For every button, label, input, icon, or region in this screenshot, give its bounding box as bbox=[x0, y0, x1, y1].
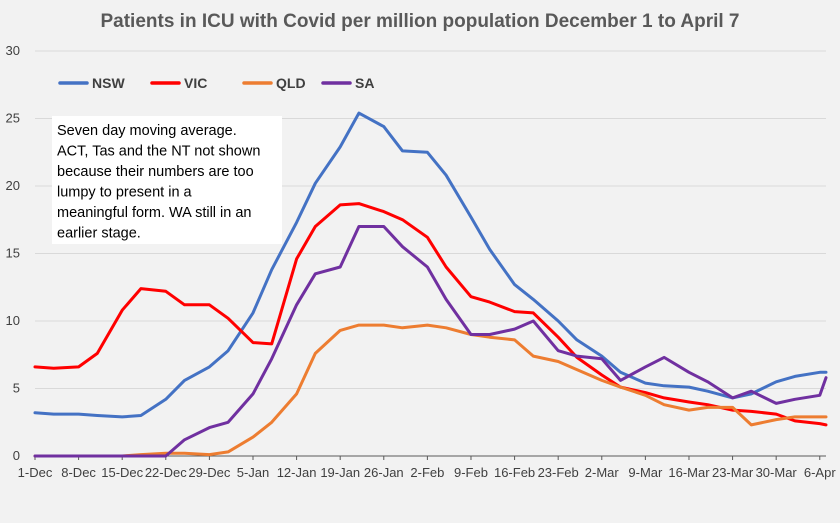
series-line-nsw bbox=[33, 111, 828, 419]
x-tick-label: 5-Jan bbox=[237, 465, 270, 480]
legend-label-nsw: NSW bbox=[92, 75, 125, 91]
x-tick-label: 8-Dec bbox=[61, 465, 96, 480]
x-tick-label: 19-Jan bbox=[320, 465, 360, 480]
x-tick-label: 16-Feb bbox=[494, 465, 535, 480]
legend-label-qld: QLD bbox=[276, 75, 306, 91]
x-tick-label: 2-Mar bbox=[585, 465, 620, 480]
annotation-box bbox=[52, 116, 282, 244]
legend-label-vic: VIC bbox=[184, 75, 207, 91]
x-tick-label: 9-Feb bbox=[454, 465, 488, 480]
x-tick-label: 2-Feb bbox=[410, 465, 444, 480]
y-tick-label: 0 bbox=[13, 448, 20, 463]
y-tick-label: 20 bbox=[6, 178, 20, 193]
axis-layer: 1-Dec 8-Dec 15-Dec 22-Dec 29-Dec 5-Jan 12-Jan 1… bbox=[18, 455, 836, 480]
x-tick-label: 30-Mar bbox=[756, 465, 798, 480]
grid-layer: 0 5 10 15 20 25 30 bbox=[6, 43, 826, 463]
x-tick-label: 6-Apr bbox=[804, 465, 836, 480]
series-line-vic bbox=[33, 202, 828, 427]
x-tick-label: 29-Dec bbox=[188, 465, 230, 480]
x-tick-label: 9-Mar bbox=[628, 465, 663, 480]
annotation-line: because their numbers are too bbox=[57, 164, 254, 180]
chart-title: Patients in ICU with Covid per million p… bbox=[100, 11, 739, 32]
x-tick-label: 23-Mar bbox=[712, 465, 754, 480]
series-line-sa bbox=[33, 225, 828, 458]
annotation-line: Seven day moving average. bbox=[57, 123, 237, 139]
y-tick-label: 5 bbox=[13, 381, 20, 396]
y-tick-label: 15 bbox=[6, 246, 20, 261]
x-tick-label: 15-Dec bbox=[101, 465, 143, 480]
x-tick-label: 12-Jan bbox=[277, 465, 317, 480]
legend: NSW VIC QLD SA bbox=[58, 75, 374, 91]
annotation-note: Seven day moving average. ACT, Tas and th… bbox=[52, 116, 282, 244]
y-tick-label: 10 bbox=[6, 313, 20, 328]
annotation-line: lumpy to present in a bbox=[57, 185, 193, 201]
series-layer bbox=[33, 111, 828, 458]
x-tick-label: 26-Jan bbox=[364, 465, 404, 480]
x-tick-label: 16-Mar bbox=[668, 465, 710, 480]
annotation-line: earlier stage. bbox=[57, 226, 141, 242]
y-tick-label: 25 bbox=[6, 111, 20, 126]
x-tick-label: 22-Dec bbox=[145, 465, 187, 480]
annotation-line: ACT, Tas and the NT not shown bbox=[57, 144, 260, 160]
legend-label-sa: SA bbox=[355, 75, 374, 91]
y-tick-label: 30 bbox=[6, 43, 20, 58]
annotation-line: meaningful form. WA still in an bbox=[57, 205, 251, 221]
x-tick-label: 1-Dec bbox=[18, 465, 53, 480]
x-tick-label: 23-Feb bbox=[538, 465, 579, 480]
